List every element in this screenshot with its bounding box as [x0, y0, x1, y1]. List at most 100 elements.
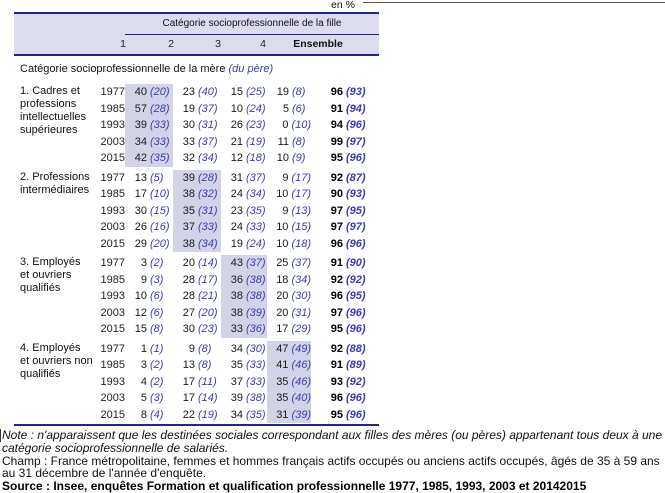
column-header-3: 3: [215, 38, 221, 50]
ensemble-cell: 91 (89): [311, 357, 377, 374]
data-cell: 26 (16): [125, 219, 173, 236]
cell-main-value: 95: [330, 323, 343, 335]
table-body: 1. Cadres et professions intellectuelles…: [14, 84, 379, 423]
cell-main-value: 38: [182, 188, 195, 200]
cell-paren-value: (38): [246, 290, 266, 302]
cell-main-value: 5: [140, 392, 147, 404]
cell-main-value: 40: [134, 86, 147, 98]
table-row: 1993 30 (15) 35 (31) 23 (35) 9 (13) 97 (95): [99, 202, 377, 219]
unit-label: en %: [331, 0, 355, 11]
year-cell: 2003: [100, 221, 125, 233]
table-header: Catégorie socioprofessionnelle de la fil…: [14, 12, 379, 56]
year-cell: 1985: [100, 359, 125, 371]
cell-main-value: 22: [182, 408, 195, 421]
cell-main-value: 31: [230, 171, 243, 184]
cell-main-value: 35: [182, 204, 195, 217]
year-cell: 1993: [100, 290, 125, 302]
data-cell: 39 (28): [173, 169, 221, 186]
cell-main-value: 15: [134, 323, 147, 335]
data-cell: 12 (6): [125, 305, 173, 322]
cell-paren-value: (38): [246, 392, 266, 404]
data-cell: 39 (38): [221, 390, 267, 407]
cell-paren-value: (28): [150, 102, 170, 115]
cell-main-value: 33: [230, 323, 243, 335]
data-cell: 3 (2): [125, 357, 173, 374]
cell-main-value: 3: [140, 257, 147, 269]
cell-main-value: 35: [276, 392, 289, 404]
cell-paren-value: (1): [150, 342, 164, 355]
cell-main-value: 92: [330, 342, 343, 355]
data-cell: 57 (28): [125, 100, 173, 117]
data-cell: 9 (17): [267, 170, 311, 187]
cell-paren-value: (46): [291, 375, 311, 388]
cell-main-value: 28: [182, 290, 195, 302]
table-row: 2015 42 (35) 32 (34) 12 (18) 10 (9) 95 (96): [99, 150, 377, 167]
cell-paren-value: (93): [346, 86, 366, 98]
cell-paren-value: (25): [246, 86, 266, 98]
column-group-header: Catégorie socioprofessionnelle de la fil…: [125, 14, 379, 35]
table-row: 2003 12 (6) 27 (20) 38 (39) 20 (31) 97 (96): [99, 304, 377, 322]
cell-paren-value: (35): [246, 204, 266, 217]
cell-paren-value: (33): [246, 375, 266, 388]
year-cell: 1993: [100, 204, 125, 217]
cell-main-value: 96: [330, 86, 343, 98]
column-headers-row: 1 2 3 4 Ensemble: [14, 35, 379, 54]
cell-main-value: 42: [134, 152, 147, 164]
cell-paren-value: (8): [198, 342, 212, 355]
data-cell: 28 (21): [173, 288, 221, 305]
block-rows: 1977 40 (20) 23 (40) 15 (25) 19 (8) 96 (93) 1985 57(…: [99, 84, 377, 167]
data-cell: 34 (30): [221, 341, 267, 358]
cell-main-value: 31: [276, 408, 289, 421]
data-cell: 10 (24): [221, 101, 267, 118]
cell-main-value: 11: [277, 135, 289, 148]
cell-paren-value: (23): [246, 119, 266, 131]
ensemble-cell: 92 (92): [311, 272, 377, 289]
cell-paren-value: (2): [150, 359, 164, 371]
table-row: 1977 40 (20) 23 (40) 15 (25) 19 (8) 96 (93): [99, 84, 377, 101]
data-cell: 17 (29): [267, 321, 311, 338]
cell-main-value: 15: [230, 86, 243, 98]
cell-paren-value: (49): [291, 342, 311, 355]
cell-paren-value: (13): [291, 204, 311, 217]
data-cell: 42 (35): [125, 150, 173, 167]
data-cell: 26 (23): [221, 117, 267, 134]
data-cell: 0 (10): [267, 117, 311, 134]
table-row: 1993 10 (6) 28 (21) 38 (38) 20 (30) 96 (95): [99, 288, 377, 305]
cell-paren-value: (35): [150, 152, 170, 164]
cell-paren-value: (33): [150, 135, 170, 148]
data-cell: 38 (38): [221, 288, 267, 305]
ensemble-cell: 97 (97): [311, 219, 377, 236]
cell-paren-value: (89): [346, 359, 366, 371]
cell-paren-value: (23): [198, 323, 218, 335]
cell-paren-value: (34): [198, 237, 218, 250]
cell-paren-value: (14): [198, 257, 218, 269]
cell-main-value: 13: [134, 171, 147, 184]
cell-main-value: 38: [230, 290, 243, 302]
year-cell: 2003: [100, 306, 125, 319]
cell-main-value: 92: [330, 273, 343, 286]
data-cell: 31 (39): [267, 406, 311, 423]
cell-paren-value: (96): [346, 237, 366, 250]
cell-main-value: 19: [230, 237, 243, 250]
year-cell: 1993: [100, 375, 125, 388]
cell-paren-value: (2): [150, 375, 164, 388]
ensemble-cell: 91 (90): [311, 255, 377, 272]
cell-main-value: 97: [330, 306, 343, 319]
cell-main-value: 23: [230, 204, 243, 217]
cell-main-value: 37: [182, 221, 195, 233]
table-row: 2015 15 (8) 30 (23) 33 (36) 17 (29) 95 (96): [99, 321, 377, 338]
data-cell: 39 (33): [125, 117, 173, 134]
top-rule: [363, 2, 665, 3]
cell-paren-value: (95): [346, 290, 366, 302]
data-cell: 15 (25): [221, 84, 267, 101]
cell-main-value: 27: [182, 306, 195, 319]
cell-main-value: 28: [182, 273, 195, 286]
footer: Note : n'apparaissent que les destinées …: [0, 429, 663, 493]
cell-main-value: 8: [140, 408, 147, 421]
block-label: 4. Employés et ouvriers non qualifiés: [20, 341, 93, 380]
data-cell: 15 (8): [125, 321, 173, 338]
cell-main-value: 23: [182, 86, 195, 98]
data-cell: 33 (36): [221, 321, 267, 338]
data-cell: 5 (6): [267, 101, 311, 118]
table-row: 1977 1 (1) 9 (8) 34 (30) 47 (49) 92 (88): [99, 340, 377, 358]
